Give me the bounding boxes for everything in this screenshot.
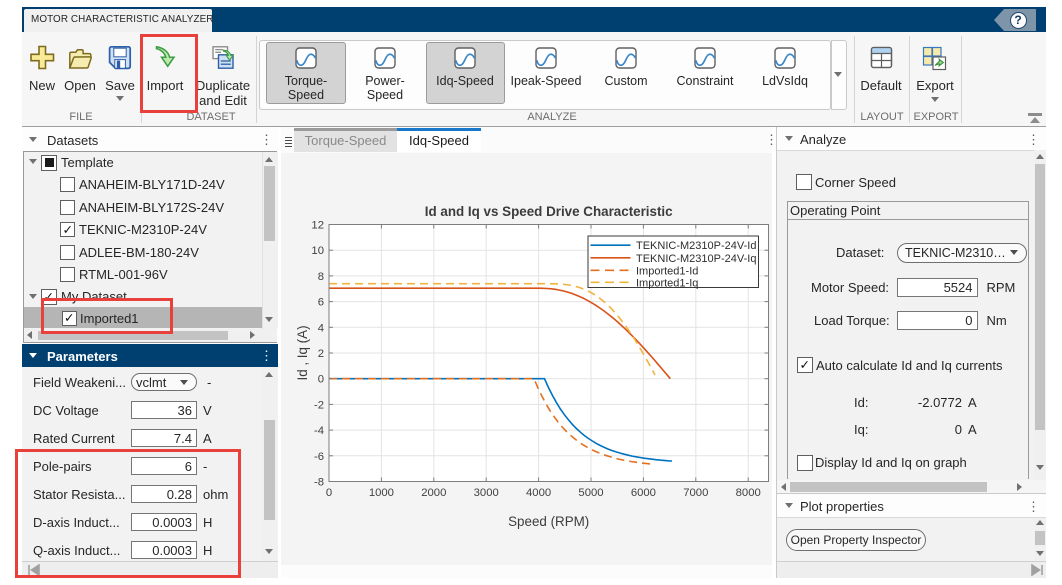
svg-text:6000: 6000 [630, 487, 655, 499]
svg-text:12: 12 [311, 219, 324, 231]
svg-text:10: 10 [311, 245, 324, 257]
svg-text:TEKNIC-M2310P-24V-Iq: TEKNIC-M2310P-24V-Iq [636, 252, 756, 264]
svg-text:8000: 8000 [735, 487, 760, 499]
svg-text:-2: -2 [313, 399, 323, 411]
svg-text:7000: 7000 [683, 487, 708, 499]
svg-text:Id , Iq (A): Id , Iq (A) [295, 325, 310, 380]
svg-text:-6: -6 [313, 450, 323, 462]
svg-text:8: 8 [317, 270, 323, 282]
svg-text:Imported1-Id: Imported1-Id [636, 265, 698, 277]
svg-text:6: 6 [317, 296, 323, 308]
svg-text:Speed (RPM): Speed (RPM) [508, 514, 589, 529]
svg-text:1000: 1000 [368, 487, 393, 499]
svg-text:-8: -8 [313, 476, 323, 488]
svg-text:2: 2 [317, 348, 323, 360]
svg-text:TEKNIC-M2310P-24V-Id: TEKNIC-M2310P-24V-Id [636, 240, 756, 252]
svg-text:Imported1-Iq: Imported1-Iq [636, 277, 698, 289]
svg-text:4000: 4000 [526, 487, 551, 499]
svg-text:0: 0 [317, 373, 323, 385]
svg-text:-4: -4 [313, 425, 323, 437]
svg-text:2000: 2000 [421, 487, 446, 499]
svg-text:0: 0 [325, 487, 331, 499]
svg-text:Id and Iq vs Speed Drive Chara: Id and Iq vs Speed Drive Characteristic [424, 204, 672, 219]
svg-text:5000: 5000 [578, 487, 603, 499]
svg-text:4: 4 [317, 322, 323, 334]
svg-text:3000: 3000 [473, 487, 498, 499]
